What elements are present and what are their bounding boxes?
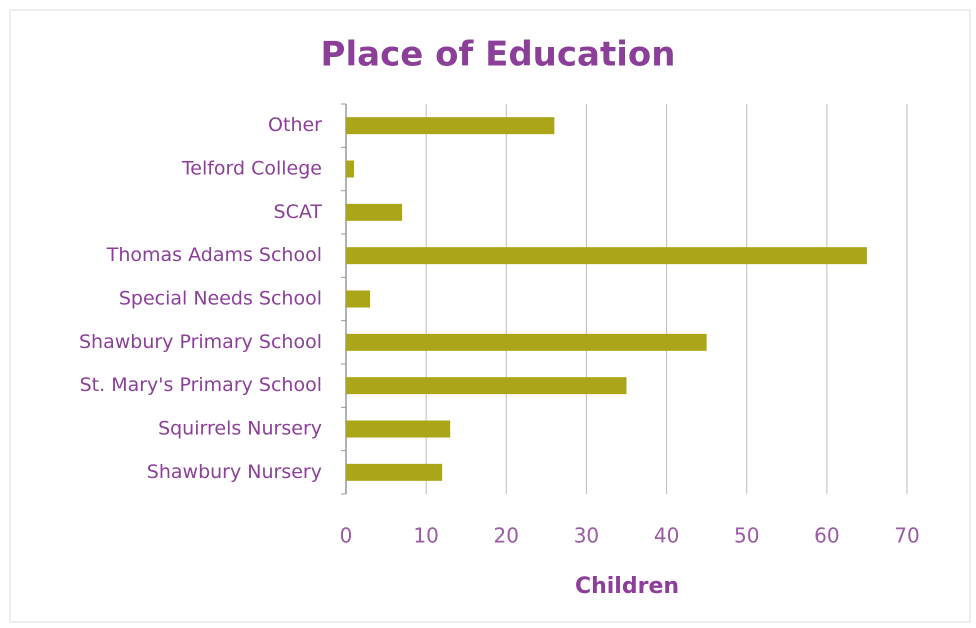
bar (346, 463, 443, 481)
y-tick-label: Shawbury Nursery (147, 461, 322, 483)
x-tick-label: 30 (574, 524, 599, 548)
bar (346, 117, 555, 135)
x-tick-label: 0 (340, 524, 353, 548)
y-tick-label: Squirrels Nursery (158, 418, 322, 440)
y-tick-label: Other (268, 114, 322, 136)
bar (346, 377, 627, 395)
x-tick-label: 10 (413, 524, 438, 548)
y-tick-label: Special Needs School (119, 288, 322, 310)
x-tick-label: 70 (894, 524, 919, 548)
bar (346, 203, 403, 221)
y-tick-label: Telford College (181, 158, 322, 180)
x-tick-label: 20 (494, 524, 519, 548)
bar (346, 333, 707, 351)
y-tick-label: St. Mary's Primary School (80, 374, 322, 396)
bar (346, 160, 355, 178)
y-tick-label: Shawbury Primary School (79, 331, 322, 353)
x-tick-label: 60 (814, 524, 839, 548)
x-axis-title: Children (575, 574, 679, 599)
y-tick-label: Thomas Adams School (106, 244, 322, 266)
bar (346, 290, 371, 308)
y-tick-label: SCAT (274, 201, 323, 223)
x-tick-label: 40 (654, 524, 679, 548)
bar (346, 247, 867, 265)
x-tick-label: 50 (734, 524, 759, 548)
chart-title: Place of Education (321, 35, 676, 75)
bar (346, 420, 451, 438)
chart-frame (9, 9, 971, 623)
